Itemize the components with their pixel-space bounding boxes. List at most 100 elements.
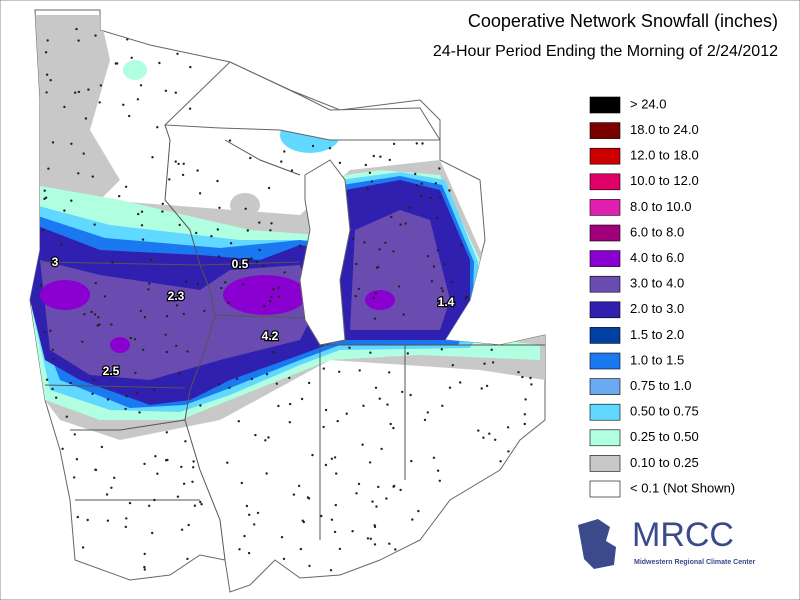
station-dot <box>166 458 169 462</box>
station-dot <box>46 39 49 42</box>
station-dot <box>237 420 240 423</box>
station-dot <box>409 393 412 397</box>
border <box>224 139 301 176</box>
station-dot <box>193 504 197 507</box>
station-dot <box>186 557 189 561</box>
station-dot <box>369 537 372 540</box>
station-dot <box>351 530 354 533</box>
station-dot <box>410 459 413 463</box>
station-dot <box>368 171 372 174</box>
station-dot <box>411 518 414 521</box>
station-dot <box>283 150 286 153</box>
legend-label: 12.0 to 18.0 <box>630 148 699 163</box>
station-dot <box>69 381 72 385</box>
station-dot <box>338 370 341 373</box>
station-dot <box>328 147 332 150</box>
station-dot <box>118 195 121 198</box>
station-dot <box>249 156 252 160</box>
station-dot <box>199 404 202 407</box>
station-dot <box>110 323 113 326</box>
station-dot <box>322 425 325 429</box>
station-dot <box>430 280 434 283</box>
station-dot <box>135 392 139 395</box>
station-dot <box>49 329 52 332</box>
station-dot <box>421 142 424 145</box>
station-dot <box>124 407 127 411</box>
station-dot <box>517 371 520 374</box>
station-dot <box>148 504 151 507</box>
band-4-0 <box>223 275 307 315</box>
station-dot <box>217 255 221 258</box>
border <box>199 261 301 266</box>
station-dot <box>311 453 314 457</box>
station-dot <box>165 350 169 354</box>
station-dot <box>423 418 427 422</box>
station-dot <box>248 513 251 516</box>
station-dot <box>275 382 278 385</box>
station-dot <box>140 210 144 213</box>
station-dot <box>464 297 467 300</box>
station-dot <box>111 261 114 264</box>
station-dot <box>355 262 358 266</box>
station-dot <box>165 431 168 434</box>
station-dot <box>322 367 325 370</box>
station-dot <box>372 296 375 299</box>
station-dot <box>401 390 404 394</box>
station-dot <box>195 231 198 235</box>
station-dot <box>143 462 146 466</box>
station-dot <box>265 373 269 376</box>
station-dot <box>245 504 249 508</box>
station-dot <box>443 263 446 266</box>
station-dot <box>244 207 247 210</box>
map: 3 0.5 2.3 4.2 2.5 1.4 <box>29 9 546 593</box>
station-dot <box>60 243 63 247</box>
station-dot <box>49 79 52 82</box>
legend-label: 2.0 to 3.0 <box>630 301 684 316</box>
station-dot <box>352 237 355 241</box>
legend-label: 4.0 to 6.0 <box>630 250 684 265</box>
station-dot <box>178 372 181 375</box>
station-dot <box>338 547 342 551</box>
station-dot <box>61 447 64 450</box>
station-dot <box>268 300 272 303</box>
station-dot <box>277 404 280 408</box>
station-dot <box>280 160 283 163</box>
station-dot <box>320 514 323 518</box>
legend-swatch <box>589 455 621 472</box>
station-dot <box>371 500 374 503</box>
station-dot <box>335 472 338 475</box>
station-dot <box>142 348 145 351</box>
station-dot <box>373 317 377 320</box>
lake-superior <box>163 61 441 141</box>
station-dot <box>270 222 273 225</box>
station-dot <box>432 456 436 459</box>
station-dot <box>390 215 393 219</box>
station-dot <box>333 456 337 459</box>
legend-label: 0.75 to 1.0 <box>630 378 691 393</box>
station-dot <box>100 445 104 449</box>
station-dot <box>124 185 128 188</box>
station-dot <box>105 493 109 496</box>
station-dot <box>43 330 46 334</box>
station-dot <box>374 386 378 389</box>
band-0-25 <box>123 60 147 80</box>
station-dots <box>39 14 540 585</box>
station-dot <box>103 295 107 298</box>
station-dot <box>94 468 97 471</box>
legend-swatch <box>589 147 621 165</box>
legend-label: 1.0 to 1.5 <box>630 352 684 367</box>
station-dot <box>264 439 267 442</box>
station-dot <box>216 228 219 231</box>
station-dot <box>51 387 54 391</box>
station-dot <box>129 336 132 340</box>
map-label: 4.2 <box>262 329 279 343</box>
station-dot <box>378 397 381 400</box>
station-dot <box>524 398 527 401</box>
station-dot <box>415 184 418 187</box>
station-dot <box>74 91 77 94</box>
station-dot <box>368 461 372 464</box>
station-dot <box>180 528 184 531</box>
legend-swatch <box>589 275 621 293</box>
station-dot <box>364 163 367 167</box>
station-dot <box>70 142 73 145</box>
